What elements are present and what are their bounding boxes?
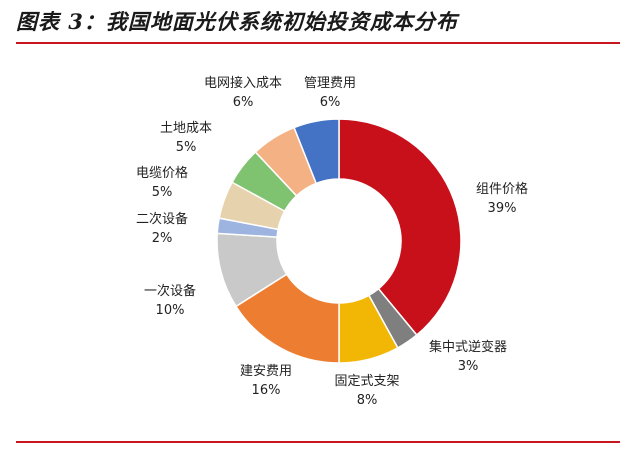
label-secondary-name: 二次设备 [135,212,188,227]
label-module-name: 组件价格 [475,182,528,197]
slice-label-module: 组件价格 39% [462,180,542,218]
label-inverter-name: 集中式逆变器 [428,340,507,355]
slice-label-bracket: 固定式支架 8% [322,372,412,410]
label-inverter-value: 3% [457,359,479,374]
slice-label-grid: 电网接入成本 6% [198,74,288,112]
label-module-value: 39% [487,201,517,216]
label-primary-name: 一次设备 [143,284,196,299]
slice-label-primary-equipment: 一次设备 10% [130,282,210,320]
donut-slice-0 [338,118,462,337]
label-land-name: 土地成本 [159,121,212,136]
label-cable-value: 5% [151,185,173,200]
label-primary-value: 10% [155,303,185,318]
label-cable-name: 电缆价格 [135,166,188,181]
label-bracket-name: 固定式支架 [334,374,400,389]
slice-label-inverter: 集中式逆变器 3% [418,338,518,376]
label-construction-name: 建安费用 [239,364,292,379]
chart-title: 图表 3：我国地面光伏系统初始投资成本分布 [16,9,458,34]
label-secondary-value: 2% [151,231,173,246]
label-management-value: 6% [319,95,341,110]
slice-label-land: 土地成本 5% [146,119,226,157]
slice-label-secondary-equipment: 二次设备 2% [122,210,202,248]
slice-label-construction: 建安费用 16% [226,362,306,400]
label-management-name: 管理费用 [303,76,356,91]
bottom-divider [16,441,620,443]
label-bracket-value: 8% [356,393,378,408]
label-construction-value: 16% [251,383,281,398]
slice-label-cable: 电缆价格 5% [122,164,202,202]
label-grid-value: 6% [232,95,254,110]
label-grid-name: 电网接入成本 [203,76,282,91]
slice-label-management: 管理费用 6% [290,74,370,112]
donut-slice-9 [293,118,340,185]
label-land-value: 5% [175,140,197,155]
title-divider [16,42,620,44]
